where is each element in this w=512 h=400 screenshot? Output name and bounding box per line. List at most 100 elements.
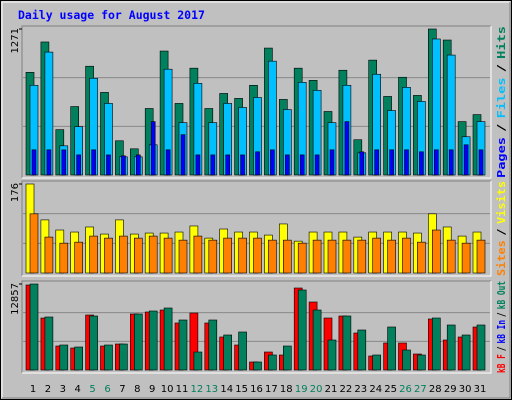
bar (136, 154, 141, 176)
bar (387, 239, 396, 274)
legend: Sites / Visits (496, 181, 508, 276)
x-tick-label: 8 (134, 384, 140, 395)
bar (329, 149, 335, 176)
bar (404, 149, 409, 176)
chart-title: Daily usage for August 2017 (18, 8, 205, 22)
x-tick-label: 9 (149, 384, 155, 395)
bar (29, 213, 39, 274)
legend-separator: / (496, 312, 508, 317)
x-tick-label: 20 (310, 384, 323, 395)
legend-entry: Visits (496, 181, 508, 224)
bar (44, 236, 54, 274)
legend-separator: / (496, 124, 508, 132)
x-tick-label: 23 (354, 384, 367, 395)
bar (282, 239, 292, 274)
bar (150, 121, 156, 176)
bar (148, 235, 158, 274)
x-tick-label: 30 (459, 384, 472, 395)
x-tick-label: 16 (250, 384, 263, 395)
bar (61, 149, 67, 176)
legend: Pages / Files / Hits (496, 26, 508, 178)
x-tick-label: 31 (474, 384, 487, 395)
x-tick-label: 1 (30, 384, 36, 395)
bar (417, 241, 426, 274)
bar (389, 149, 394, 176)
bar (253, 361, 262, 371)
x-tick-label: 15 (235, 384, 248, 395)
bar (134, 237, 143, 274)
x-tick-label: 27 (414, 384, 427, 395)
bar (359, 151, 365, 176)
bar (165, 149, 171, 176)
bar (193, 351, 203, 371)
legend-entry: Sites (496, 240, 508, 276)
bar (29, 283, 39, 371)
bar (180, 134, 186, 176)
panel-bevel (22, 26, 492, 179)
bar (357, 329, 367, 371)
bar (314, 154, 320, 176)
x-tick-label: 4 (75, 384, 81, 395)
bar (238, 237, 247, 274)
legend-separator: / (496, 229, 508, 236)
legend-separator: / (496, 346, 508, 351)
panel-bevel (21, 280, 491, 373)
bar (210, 154, 216, 176)
bar (419, 151, 424, 176)
bar (163, 237, 173, 274)
x-tick-label: 12 (191, 384, 204, 395)
bar (104, 344, 113, 371)
bar (268, 354, 277, 371)
bar (46, 149, 52, 176)
bar (76, 154, 81, 176)
panel (22, 281, 491, 373)
bar (223, 334, 232, 371)
bar (119, 235, 128, 274)
legend-entry: kB In (496, 320, 508, 344)
bar (91, 149, 96, 176)
bar (312, 309, 322, 371)
x-tick-label: 18 (280, 384, 293, 395)
bar (476, 239, 486, 274)
bar (284, 154, 290, 176)
x-tick-label: 13 (205, 384, 218, 395)
bar (342, 315, 352, 371)
bar (59, 242, 69, 274)
bar (44, 316, 54, 371)
y-tick-label: 176 (10, 183, 21, 202)
bar (208, 239, 218, 274)
bar (297, 289, 307, 371)
bar (208, 319, 218, 371)
bar (282, 345, 292, 371)
bar (89, 315, 98, 371)
legend-entry: Files (496, 77, 508, 118)
panel-bevel (21, 25, 491, 178)
bar (163, 307, 173, 371)
bar (344, 121, 350, 176)
bar (74, 241, 83, 274)
legend-entry: kB Out (496, 281, 508, 309)
bar (89, 235, 98, 274)
x-tick-label: 7 (119, 384, 125, 395)
bar (270, 149, 275, 176)
legend-separator: / (496, 64, 508, 72)
legend-entry: Hits (496, 26, 508, 59)
x-tick-label: 6 (104, 384, 110, 395)
legend-entry: Pages (496, 137, 508, 178)
bar (374, 149, 380, 176)
bar (431, 317, 441, 371)
bar (178, 239, 188, 274)
bar (74, 346, 83, 371)
bar (417, 354, 426, 371)
bar (461, 242, 471, 274)
x-tick-label: 24 (369, 384, 382, 395)
bar (59, 344, 69, 371)
x-tick-label: 2 (45, 384, 51, 395)
bar (372, 237, 382, 274)
x-tick-label: 19 (295, 384, 308, 395)
bar (312, 239, 322, 274)
bar (134, 313, 143, 371)
